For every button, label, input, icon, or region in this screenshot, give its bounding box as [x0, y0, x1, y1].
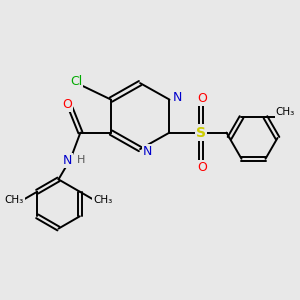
Text: S: S	[196, 126, 206, 140]
Text: H: H	[77, 154, 85, 165]
Text: CH₃: CH₃	[275, 107, 295, 117]
Text: N: N	[63, 154, 72, 167]
Text: O: O	[198, 160, 207, 174]
Text: CH₃: CH₃	[5, 195, 24, 205]
Text: O: O	[62, 98, 72, 111]
Text: N: N	[172, 91, 182, 104]
Text: Cl: Cl	[70, 75, 82, 88]
Text: N: N	[143, 145, 152, 158]
Text: O: O	[198, 92, 207, 105]
Text: CH₃: CH₃	[93, 195, 112, 205]
